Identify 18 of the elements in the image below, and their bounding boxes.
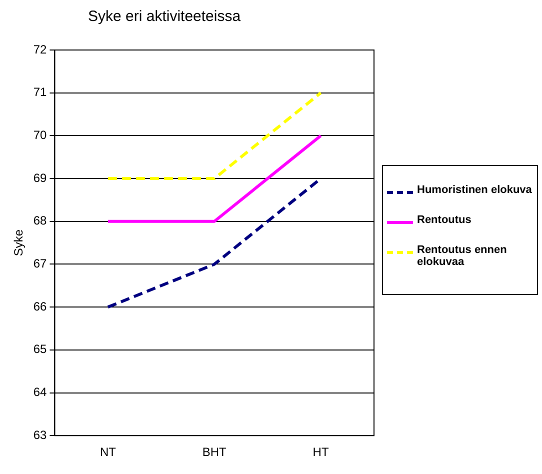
chart-title: Syke eri aktiviteeteissa: [88, 8, 241, 25]
y-tick-label: 69: [33, 170, 48, 185]
y-tick-label: 68: [33, 214, 48, 228]
x-tick-label: NT: [100, 445, 117, 460]
y-tick-label: 71: [33, 85, 48, 100]
legend-label: Rentoutus: [417, 214, 472, 226]
y-tick-label: 67: [33, 256, 48, 271]
y-tick-label: 70: [33, 128, 48, 142]
y-tick-label: 66: [33, 299, 48, 314]
x-tick-label: HT: [312, 445, 330, 460]
legend-label: Humoristinen elokuva: [417, 184, 532, 196]
y-tick-label: 65: [33, 342, 48, 356]
y-tick-label: 72: [33, 42, 48, 56]
y-axis-title: Syke: [12, 229, 26, 256]
y-tick-label: 63: [33, 428, 48, 442]
x-tick-label: BHT: [202, 445, 228, 460]
legend-label: Rentoutus ennen elokuvaa: [417, 244, 508, 268]
y-tick-label: 64: [33, 385, 48, 400]
